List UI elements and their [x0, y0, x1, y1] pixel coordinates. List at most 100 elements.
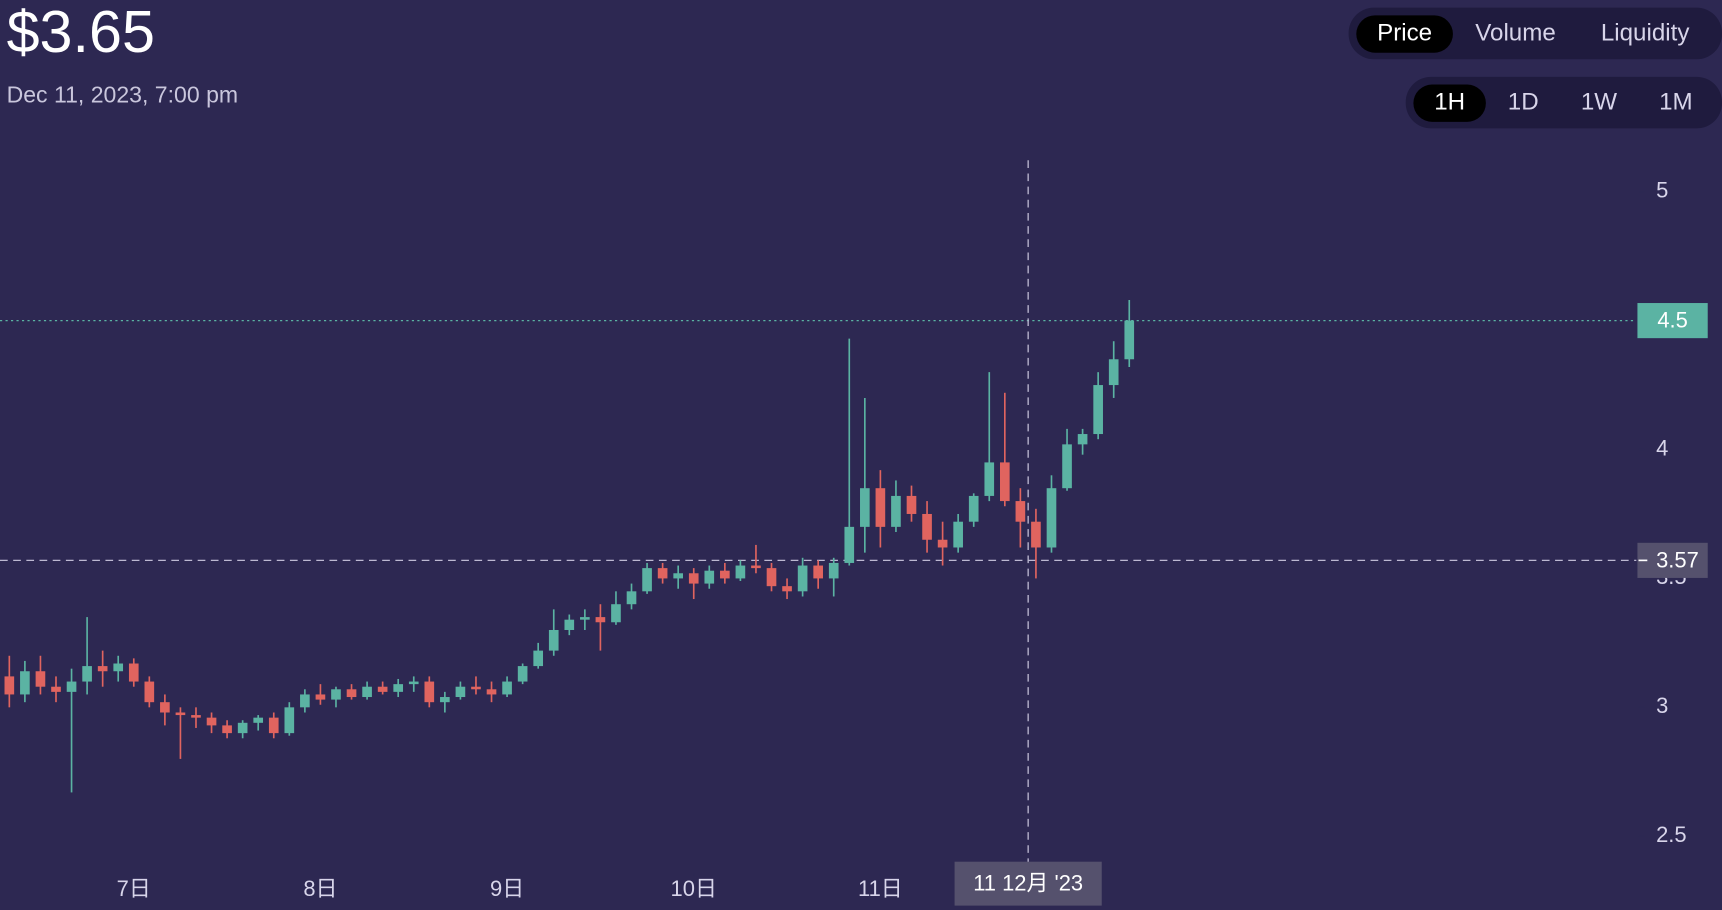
candle-body: [968, 495, 979, 522]
candle-body: [144, 681, 155, 703]
candle-body: [937, 539, 948, 548]
candle-body: [268, 717, 279, 734]
last-price-label: 4.5: [1657, 307, 1688, 332]
y-tick-label: 4: [1656, 435, 1668, 460]
candle-body: [595, 617, 606, 623]
y-tick-label: 5: [1656, 177, 1668, 202]
candle-body: [377, 686, 388, 692]
tab-active[interactable]: [1356, 15, 1453, 53]
candle-body: [906, 495, 917, 514]
candle-body: [346, 689, 357, 698]
candle-body: [175, 712, 186, 716]
range-tabs: [1405, 76, 1722, 129]
tab[interactable]: Liquidity: [1601, 19, 1691, 46]
candle-body: [393, 684, 404, 692]
candle-body: [362, 686, 372, 698]
crosshair-price-box: [1637, 542, 1708, 578]
candle-body: [1000, 462, 1010, 502]
candle-body: [1062, 444, 1072, 489]
y-tick-label: 3: [1656, 693, 1668, 718]
candle-body: [922, 513, 932, 540]
candle-body: [20, 671, 30, 695]
candle-body: [66, 681, 77, 692]
y-tick-label: 2.5: [1656, 822, 1687, 847]
candle-body: [953, 521, 963, 548]
candle-body: [657, 568, 668, 579]
candle-body: [4, 676, 15, 695]
candle-body: [860, 488, 870, 527]
candle-body: [548, 629, 559, 651]
candle-body: [160, 702, 170, 713]
candle-body: [704, 570, 715, 584]
x-tick-label: 10日: [671, 876, 717, 901]
candle-body: [128, 663, 139, 682]
candle-body: [1031, 521, 1041, 548]
last-price-box: [1637, 303, 1708, 339]
candle-body: [82, 666, 92, 682]
candle-body: [844, 526, 855, 563]
price-date: Dec 11, 2023, 7:00 pm: [7, 82, 239, 108]
tab[interactable]: 1M: [1659, 89, 1693, 116]
candle-body: [206, 717, 217, 726]
candle-body: [533, 650, 544, 667]
candle-body: [626, 591, 637, 605]
candle-body: [440, 697, 450, 703]
crosshair-x-label: 11 12月 '23: [973, 871, 1083, 896]
x-tick-label: 7日: [117, 876, 151, 901]
candle-body: [673, 573, 684, 579]
candle-body: [424, 681, 435, 703]
candle-body: [735, 565, 746, 579]
crosshair-price-label: 3.57: [1656, 547, 1699, 572]
tab[interactable]: 1D: [1508, 89, 1539, 116]
candle-body: [751, 565, 761, 569]
candle-body: [517, 666, 528, 682]
candle-body: [51, 686, 61, 692]
candle-body: [1093, 385, 1103, 435]
candle-body: [1077, 434, 1088, 445]
x-tick-label: 9日: [490, 876, 524, 901]
candle-body: [611, 604, 621, 623]
tab-active[interactable]: [1413, 84, 1486, 122]
candle-body: [828, 562, 839, 579]
candle-body: [222, 725, 232, 734]
candle-body: [284, 707, 295, 734]
candle-body: [35, 671, 46, 687]
candle-body: [331, 689, 341, 700]
candle-body: [455, 686, 466, 698]
price-heading: $3.65: [7, 0, 155, 65]
candle-body: [564, 619, 575, 630]
candle-body: [688, 573, 699, 584]
candle-body: [1108, 359, 1119, 386]
candle-body: [813, 565, 823, 579]
tab[interactable]: Price: [1377, 19, 1432, 46]
candle-body: [1046, 488, 1057, 548]
candle-body: [237, 722, 248, 734]
candle-body: [984, 462, 995, 496]
x-tick-label: 11日: [858, 876, 903, 901]
tab[interactable]: 1H: [1434, 89, 1465, 116]
candle-body: [720, 570, 730, 579]
candle-body: [486, 689, 497, 695]
candle-body: [766, 568, 777, 587]
candle-body: [408, 681, 419, 685]
candle-body: [502, 681, 512, 695]
candle-body: [113, 663, 124, 672]
candle-body: [97, 666, 108, 672]
crosshair-x-box: [954, 861, 1102, 906]
candle-body: [797, 565, 808, 592]
candle-body: [471, 686, 481, 690]
tab[interactable]: 1W: [1581, 89, 1617, 116]
candle-body: [875, 488, 886, 527]
x-tick-label: 8日: [303, 876, 337, 901]
candle-body: [1015, 501, 1026, 522]
candle-body: [580, 617, 590, 620]
candle-body: [782, 586, 792, 592]
candle-body: [191, 715, 201, 718]
tab[interactable]: Volume: [1475, 19, 1556, 46]
candle-body: [642, 568, 652, 592]
candle-body: [891, 495, 901, 527]
candle-body: [315, 694, 326, 700]
